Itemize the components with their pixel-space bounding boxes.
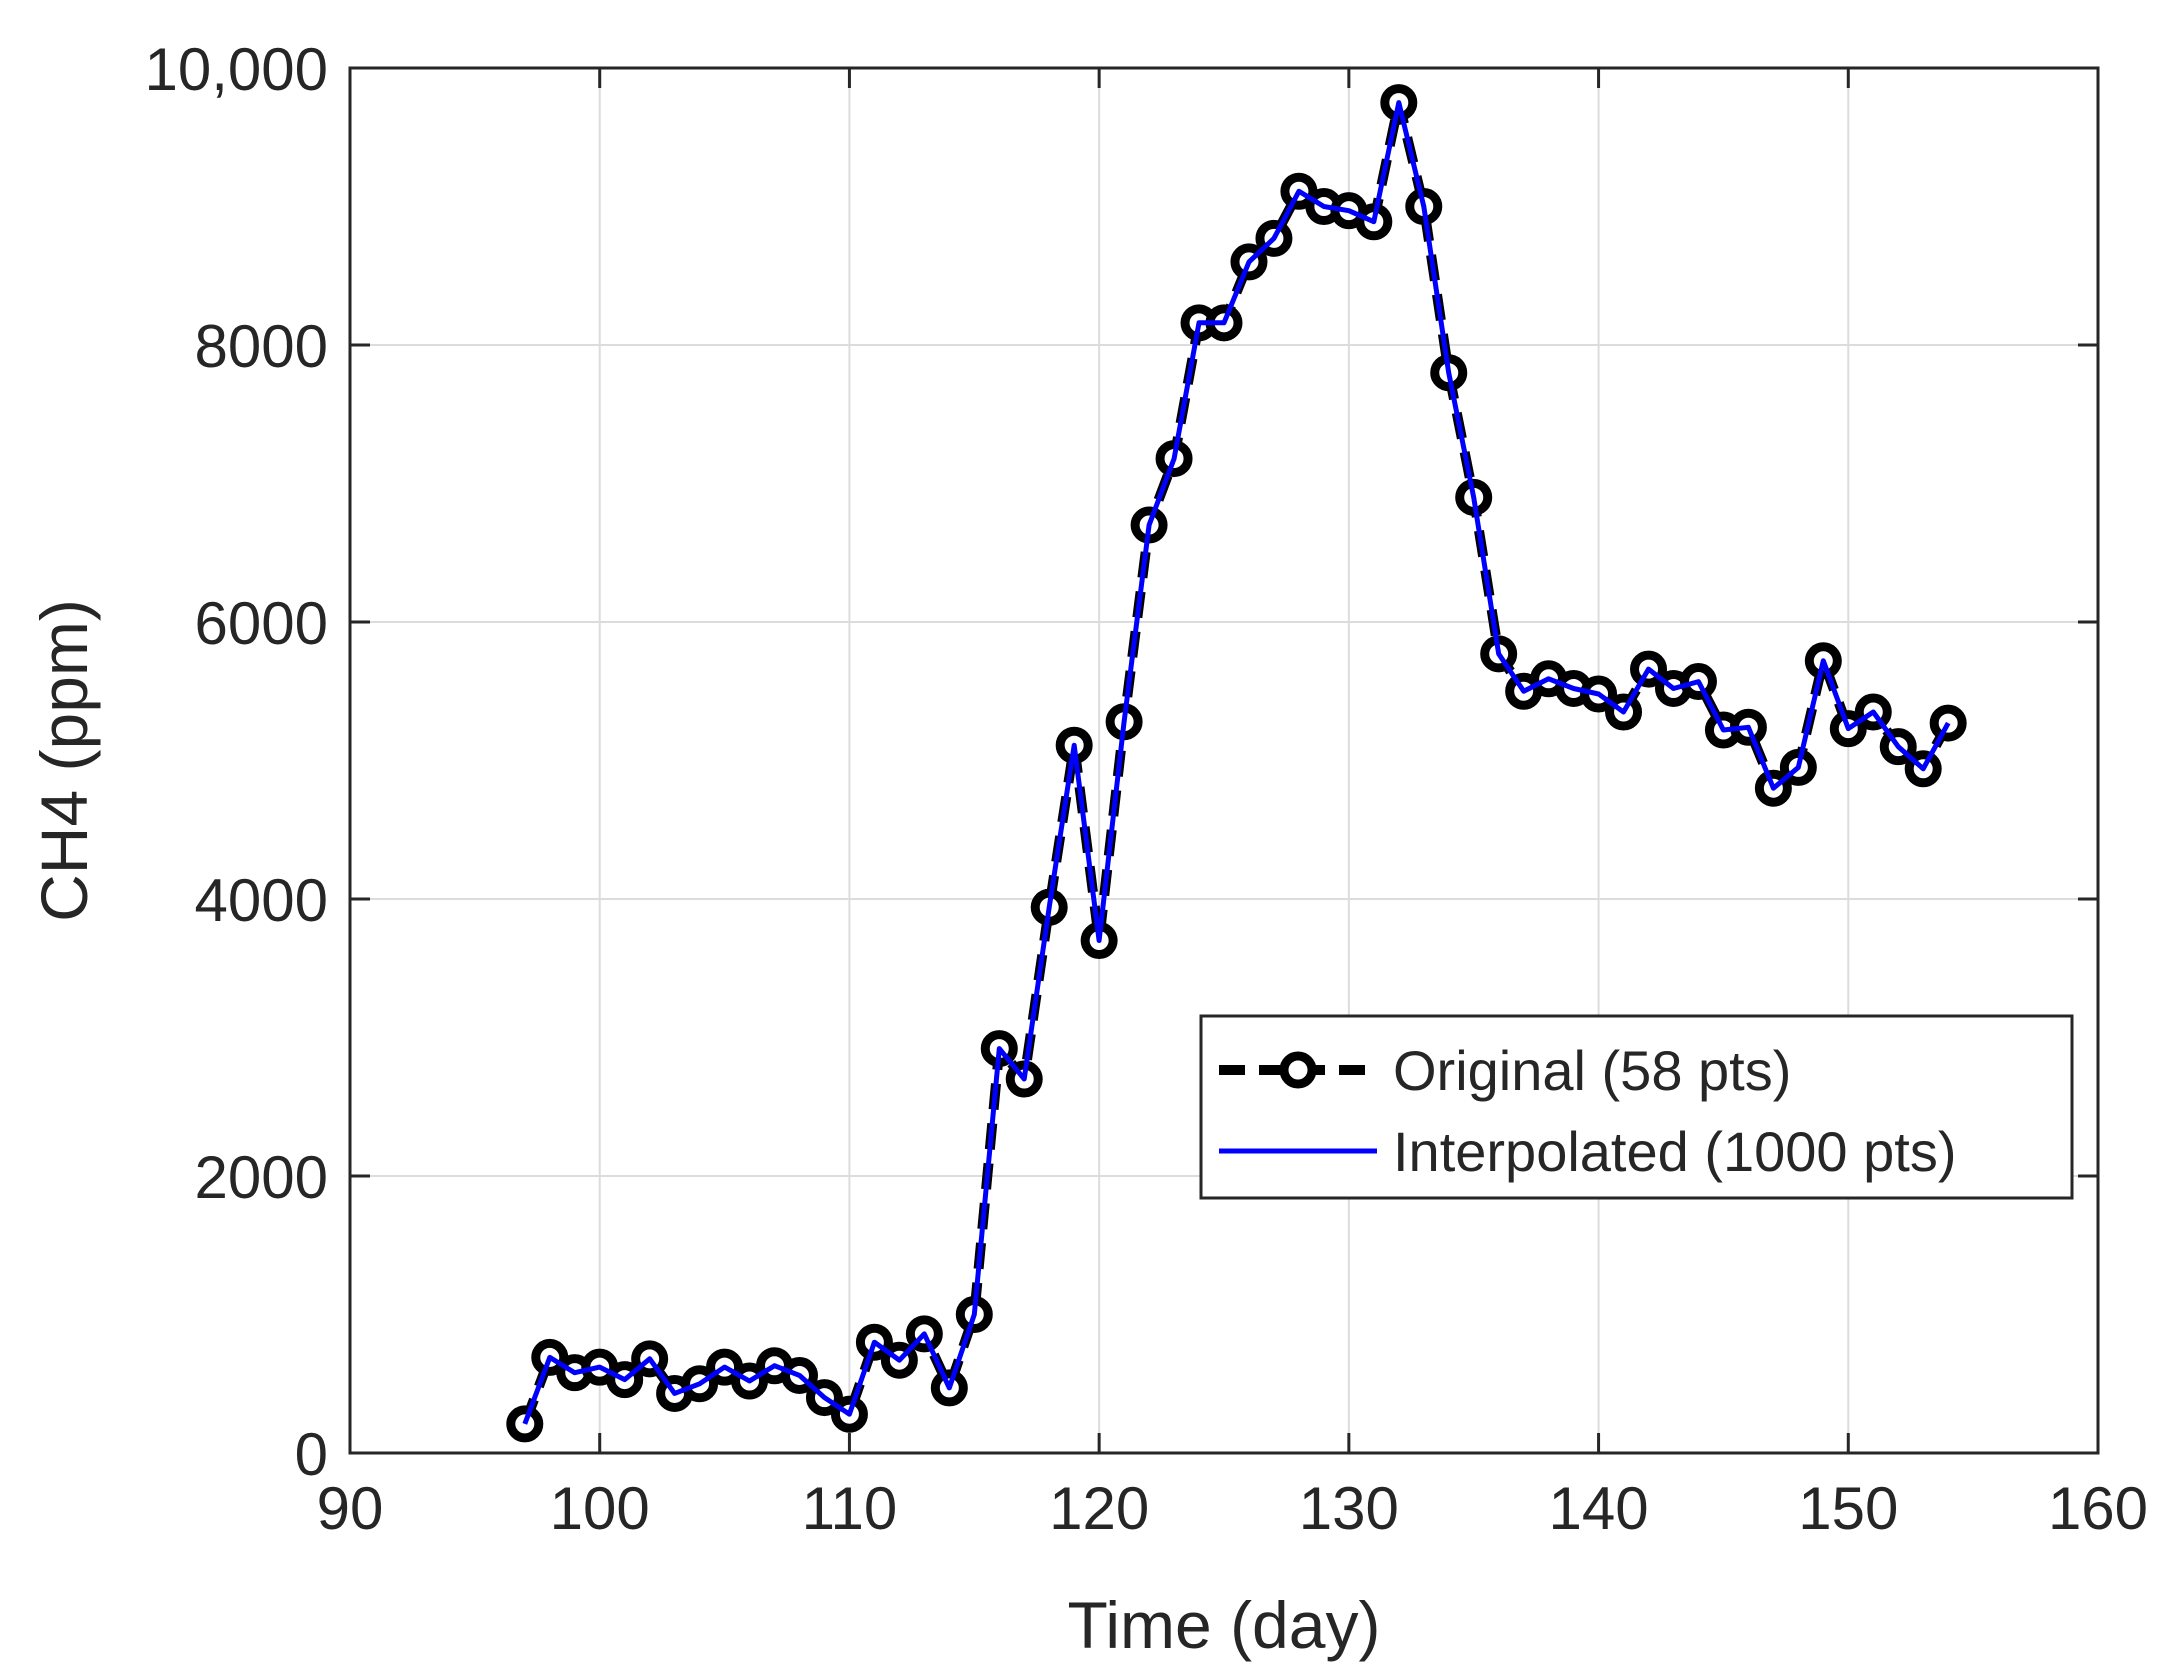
legend-interpolated-label: Interpolated (1000 pts): [1393, 1120, 1956, 1183]
y-tick-label: 10,000: [144, 36, 328, 103]
y-tick-label: 8000: [195, 313, 328, 380]
legend-original-marker: [1279, 1051, 1317, 1089]
legend-box: [1199, 1014, 2074, 1200]
y-tick-label: 0: [295, 1421, 328, 1488]
x-tick-label: 140: [1549, 1475, 1649, 1542]
axis-ticks: [348, 66, 2100, 1455]
x-tick-label: 150: [1798, 1475, 1898, 1542]
legend: Original (58 pts) Interpolated (1000 pts): [1199, 1014, 2074, 1200]
y-axis-label: CH4 (ppm): [27, 599, 101, 922]
legend-entries: Original (58 pts) Interpolated (1000 pts): [1219, 1039, 1956, 1183]
axes-frame: [348, 66, 2100, 1455]
interpolated-series-line: [522, 100, 1951, 1425]
legend-original-label: Original (58 pts): [1393, 1039, 1791, 1102]
x-tick-labels: 90 100 110 120 130 140 150 160: [317, 1475, 2148, 1542]
x-tick-label: 120: [1049, 1475, 1149, 1542]
y-tick-label: 2000: [195, 1144, 328, 1211]
series-layer: [506, 84, 1967, 1443]
x-axis-label: Time (day): [1068, 1588, 1381, 1662]
plot-area: [350, 68, 2098, 1453]
original-data-point: [506, 1405, 544, 1443]
y-tick-label: 6000: [195, 590, 328, 657]
x-tick-label: 110: [802, 1475, 898, 1542]
x-tick-label: 100: [550, 1475, 650, 1542]
y-tick-label: 4000: [195, 867, 328, 934]
x-tick-label: 90: [317, 1475, 384, 1542]
y-tick-labels: 0 2000 4000 6000 8000 10,000: [144, 36, 328, 1488]
x-tick-label: 160: [2048, 1475, 2148, 1542]
x-tick-label: 130: [1299, 1475, 1399, 1542]
